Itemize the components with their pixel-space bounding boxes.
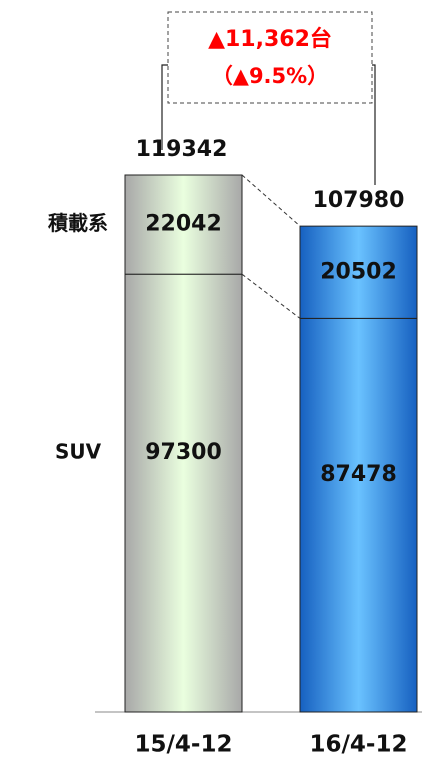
bar-segment — [124, 273, 243, 713]
series-label: SUV — [55, 440, 102, 464]
bracket-right — [372, 64, 376, 185]
data-label: 97300 — [145, 440, 222, 465]
data-label: 87478 — [320, 462, 397, 487]
total-label: 119342 — [136, 137, 228, 162]
data-label: 22042 — [145, 212, 222, 237]
series-label: 積載系 — [48, 211, 108, 235]
bracket-left — [161, 64, 168, 150]
annotation: （▲9.5%） — [212, 64, 328, 88]
x-tick-label: 16/4-12 — [310, 732, 408, 758]
bar-segment — [124, 174, 243, 275]
connector — [241, 174, 301, 227]
bar-segment — [299, 225, 418, 319]
bar-segment — [299, 317, 418, 713]
x-tick-label: 15/4-12 — [135, 732, 233, 758]
connector — [241, 273, 301, 319]
data-label: 20502 — [320, 259, 397, 284]
annotation: ▲11,362台 — [208, 26, 332, 52]
total-label: 107980 — [313, 188, 405, 213]
annotation-box — [167, 11, 373, 104]
